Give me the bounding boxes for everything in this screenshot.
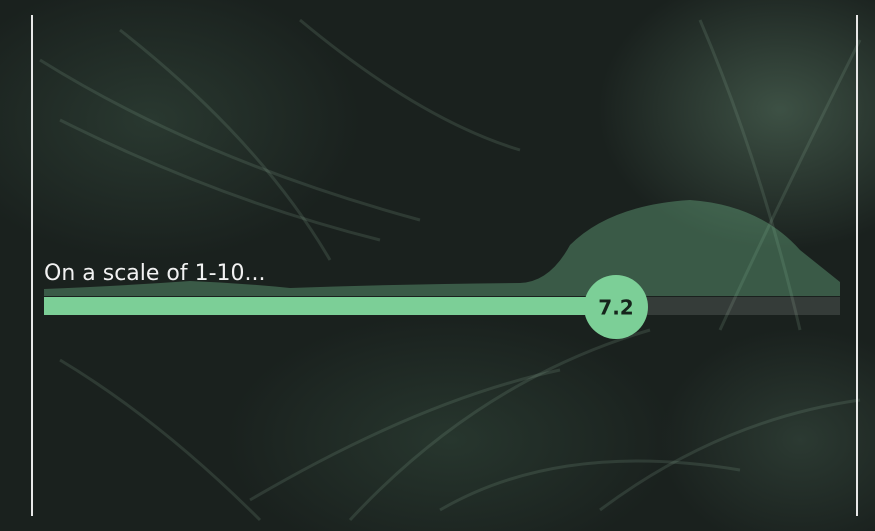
slider-knob[interactable]: 7.2 bbox=[584, 275, 648, 339]
prompt-label: On a scale of 1-10... bbox=[44, 261, 266, 286]
slider-fill bbox=[44, 297, 616, 315]
canvas: On a scale of 1-10... 7.2 bbox=[0, 0, 875, 531]
slider-screen: On a scale of 1-10... 7.2 bbox=[0, 0, 875, 531]
slider-value: 7.2 bbox=[598, 296, 633, 320]
